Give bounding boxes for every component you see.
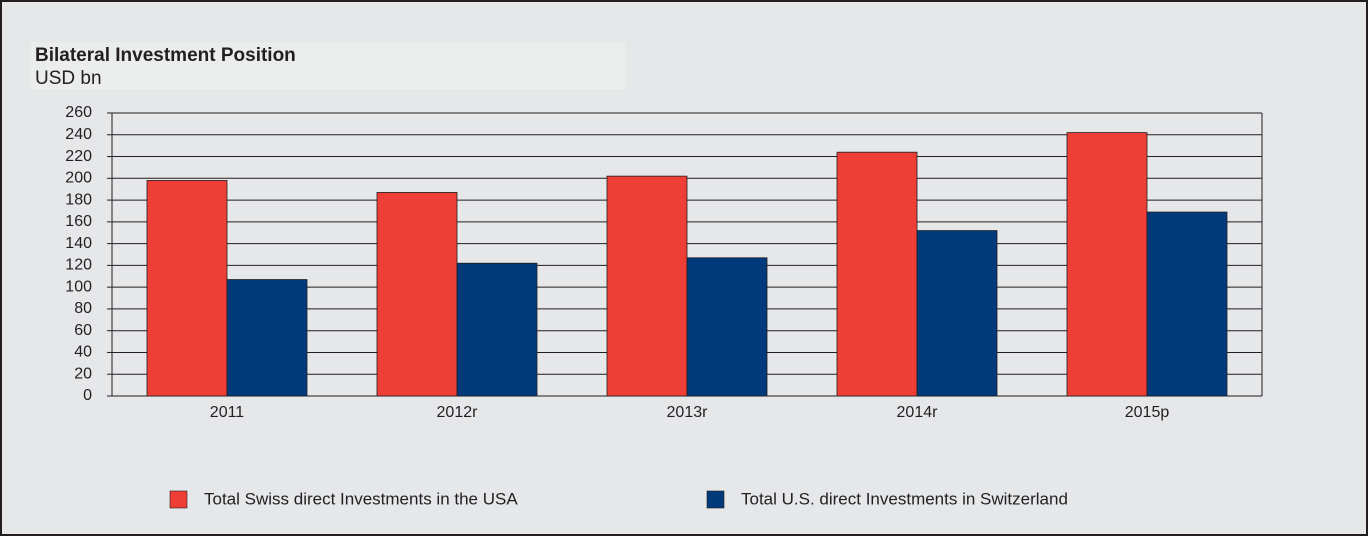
- bar: [146, 180, 228, 397]
- x-tick-label: 2011: [210, 404, 245, 421]
- y-tick-label: 120: [65, 257, 92, 274]
- bar: [1146, 211, 1228, 397]
- chart-subtitle: USD bn: [35, 68, 102, 89]
- x-tick-label: 2015p: [1125, 404, 1170, 421]
- bar: [456, 262, 538, 397]
- bar: [606, 175, 688, 397]
- y-tick-label: 20: [74, 365, 92, 382]
- bar: [916, 230, 998, 397]
- x-tick-label: 2013r: [667, 404, 709, 421]
- y-tick-label: 40: [74, 344, 92, 361]
- y-tick-label: 100: [65, 278, 92, 295]
- bar: [376, 192, 458, 397]
- legend-swatch: [169, 490, 188, 509]
- y-tick-label: 220: [65, 148, 92, 165]
- legend-label: Total U.S. direct Investments in Switzer…: [741, 489, 1068, 508]
- x-tick-label: 2014r: [897, 404, 939, 421]
- y-tick-label: 80: [74, 300, 92, 317]
- x-tick-label: 2012r: [437, 404, 479, 421]
- y-tick-label: 140: [65, 235, 92, 252]
- legend-swatch: [706, 490, 725, 509]
- y-tick-label: 200: [65, 170, 92, 187]
- legend-label: Total Swiss direct Investments in the US…: [204, 489, 518, 508]
- bar: [686, 257, 768, 397]
- y-tick-label: 0: [83, 387, 92, 404]
- y-tick-label: 180: [65, 191, 92, 208]
- bar: [1066, 132, 1148, 397]
- y-tick-label: 240: [65, 126, 92, 143]
- bar: [836, 151, 918, 397]
- bar: [226, 279, 308, 397]
- title-box: [30, 42, 626, 90]
- y-tick-label: 160: [65, 213, 92, 230]
- chart-title: Bilateral Investment Position: [35, 45, 296, 66]
- y-tick-label: 260: [65, 104, 92, 121]
- y-tick-label: 60: [74, 322, 92, 339]
